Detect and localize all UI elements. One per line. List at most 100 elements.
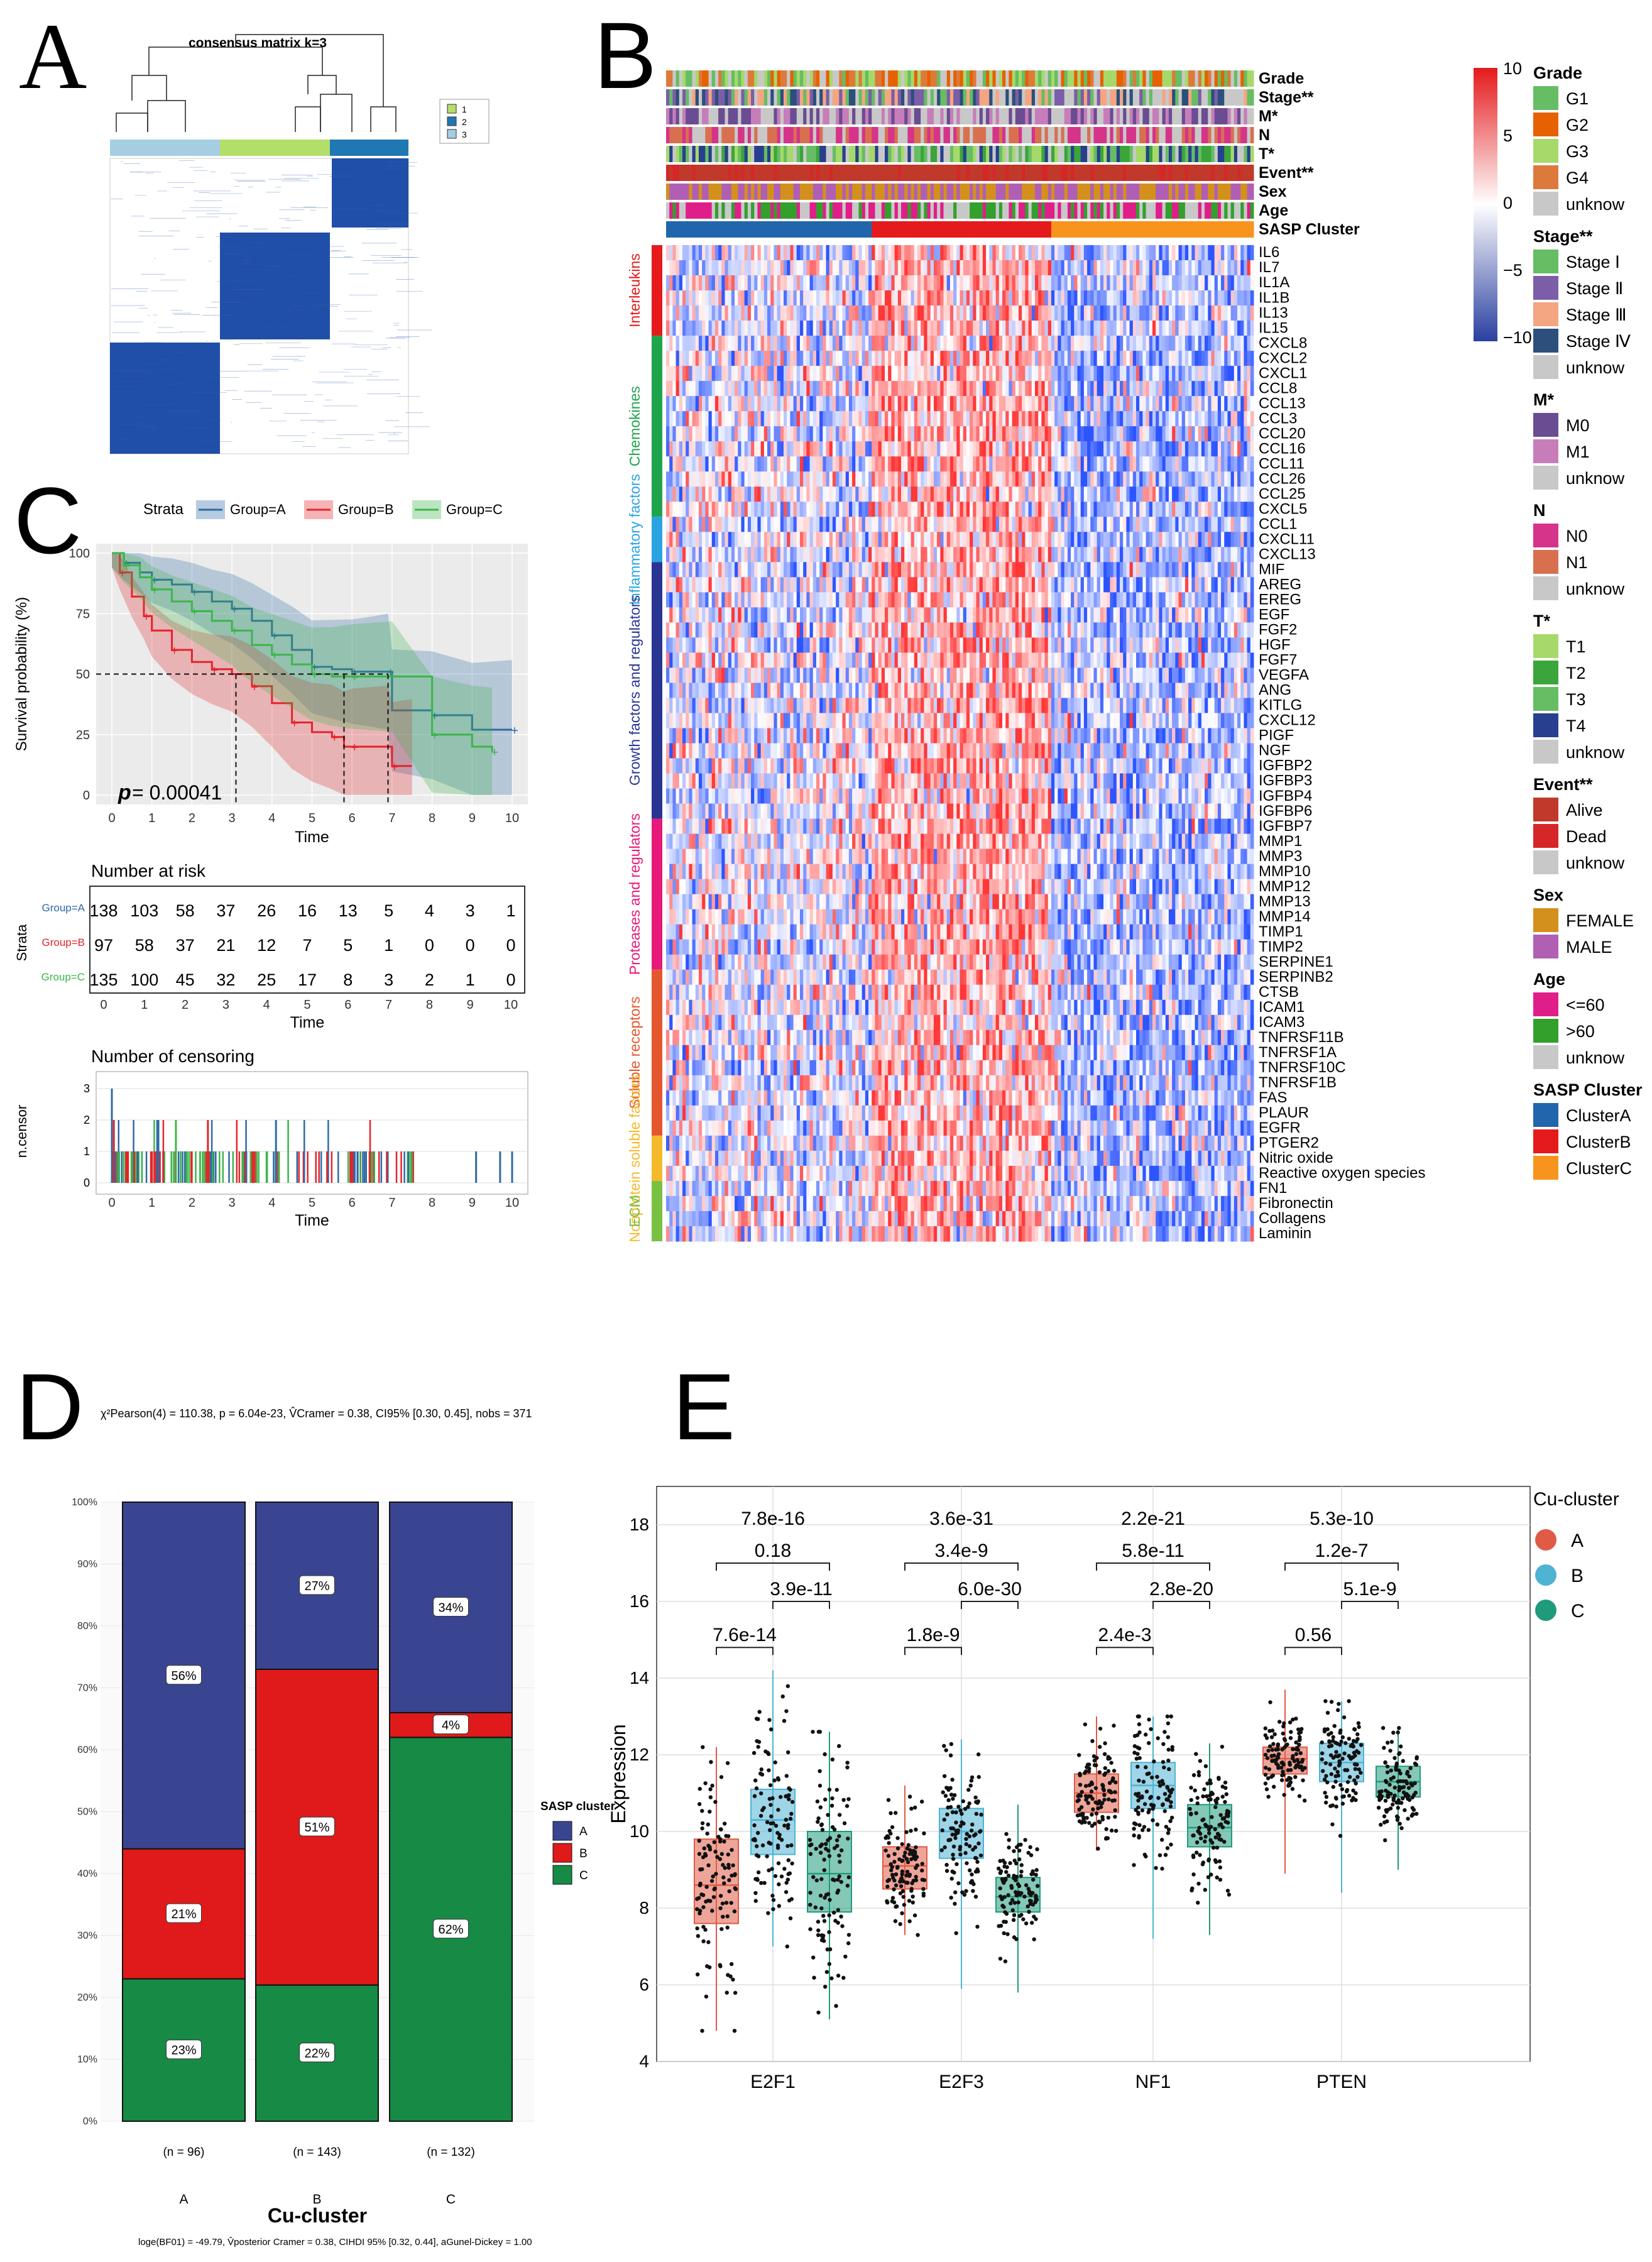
- heatmap-cell: [1038, 381, 1042, 397]
- annotation-cell: [940, 127, 944, 143]
- heatmap-cell: [728, 441, 732, 457]
- heatmap-cell: [930, 290, 934, 306]
- annotation-cell: [1195, 165, 1199, 181]
- heatmap-cell: [1028, 260, 1032, 276]
- heatmap-cell: [751, 336, 755, 351]
- heatmap-cell: [806, 305, 811, 321]
- heatmap-cell: [708, 471, 713, 487]
- annotation-cell: [868, 146, 872, 162]
- heatmap-cell: [790, 471, 794, 487]
- heatmap-cell: [774, 275, 778, 291]
- annotation-cell: [774, 108, 778, 124]
- heatmap-cell: [747, 396, 752, 412]
- annotation-cell: [1103, 146, 1107, 162]
- heatmap-cell: [741, 486, 745, 502]
- annotation-cell: [911, 127, 915, 143]
- heatmap-cell: [921, 411, 924, 427]
- heatmap-cell: [686, 260, 689, 276]
- heatmap-cell: [914, 441, 918, 457]
- heatmap-cell: [970, 426, 973, 442]
- heatmap-cell: [1159, 471, 1163, 487]
- heatmap-cell: [767, 290, 771, 306]
- heatmap-cell: [669, 290, 673, 306]
- heatmap-cell: [799, 396, 804, 412]
- heatmap-cell: [1090, 396, 1094, 412]
- heatmap-cell: [1022, 275, 1026, 291]
- annotation-cell: [790, 184, 794, 200]
- heatmap-cell: [686, 321, 689, 336]
- heatmap-cell: [816, 381, 820, 397]
- heatmap-cell: [855, 366, 859, 382]
- annotation-cell: [1129, 108, 1134, 124]
- panel-a-title: consensus matrix k=3: [189, 36, 327, 50]
- heatmap-cell: [829, 245, 833, 261]
- heatmap-cell: [1214, 441, 1218, 457]
- annotation-cell: [1048, 184, 1052, 200]
- heatmap-cell: [666, 456, 670, 472]
- annotation-cell: [754, 70, 758, 87]
- annotation-cell: [897, 127, 902, 143]
- heatmap-cell: [1162, 381, 1166, 397]
- heatmap-cell: [953, 471, 957, 487]
- heatmap-cell: [689, 411, 693, 427]
- heatmap-cell: [862, 366, 866, 382]
- heatmap-cell: [1139, 441, 1143, 457]
- heatmap-cell: [728, 366, 732, 382]
- annotation-cell: [1041, 165, 1046, 181]
- heatmap-cell: [960, 411, 964, 427]
- annotation-cell: [823, 165, 827, 181]
- heatmap-cell: [1129, 411, 1134, 427]
- heatmap-cell: [979, 366, 983, 382]
- heatmap-cell: [992, 471, 997, 487]
- heatmap-cell: [933, 290, 938, 306]
- annotation-cell: [956, 202, 960, 219]
- heatmap-cell: [1083, 305, 1088, 321]
- heatmap-cell: [751, 321, 755, 336]
- heatmap-cell: [1019, 381, 1022, 397]
- heatmap-cell: [1113, 471, 1117, 487]
- heatmap-cell: [686, 441, 689, 457]
- heatmap-cell: [845, 351, 850, 366]
- annotation-cell: [875, 108, 879, 124]
- annotation-cell: [1002, 184, 1006, 200]
- heatmap-cell: [747, 426, 752, 442]
- heatmap-cell: [970, 245, 973, 261]
- heatmap-cell: [1184, 381, 1189, 397]
- annotation-cell: [1162, 146, 1166, 162]
- heatmap-cell: [774, 305, 778, 321]
- heatmap-cell: [982, 336, 987, 351]
- heatmap-cell: [780, 336, 784, 351]
- annotation-cell: [823, 89, 827, 106]
- heatmap-cell: [858, 336, 863, 351]
- annotation-cell: [982, 184, 987, 200]
- heatmap-cell: [1172, 275, 1176, 291]
- heatmap-cell: [692, 290, 696, 306]
- heatmap-cell: [751, 441, 755, 457]
- heatmap-cell: [1184, 336, 1189, 351]
- heatmap-cell: [998, 411, 1003, 427]
- heatmap-cell: [741, 245, 745, 261]
- heatmap-cell: [937, 486, 941, 502]
- heatmap-cell: [982, 486, 987, 502]
- annotation-cell: [836, 165, 840, 181]
- heatmap-cell: [1168, 441, 1173, 457]
- annotation-cell: [711, 165, 716, 181]
- heatmap-cell: [809, 396, 814, 412]
- annotation-cell: [1034, 184, 1039, 200]
- heatmap-cell: [1067, 351, 1071, 366]
- heatmap-cell: [790, 260, 794, 276]
- heatmap-cell: [751, 305, 755, 321]
- heatmap-cell: [770, 351, 774, 366]
- heatmap-cell: [858, 305, 863, 321]
- annotation-cell: [793, 127, 797, 143]
- heatmap-cell: [976, 486, 980, 502]
- heatmap-cell: [669, 471, 673, 487]
- heatmap-cell: [1110, 471, 1114, 487]
- heatmap-cell: [741, 305, 745, 321]
- annotation-cell: [784, 184, 787, 200]
- annotation-cell: [799, 70, 804, 87]
- heatmap-cell: [780, 471, 784, 487]
- heatmap-cell: [812, 305, 817, 321]
- heatmap-cell: [819, 381, 823, 397]
- heatmap-cell: [721, 381, 725, 397]
